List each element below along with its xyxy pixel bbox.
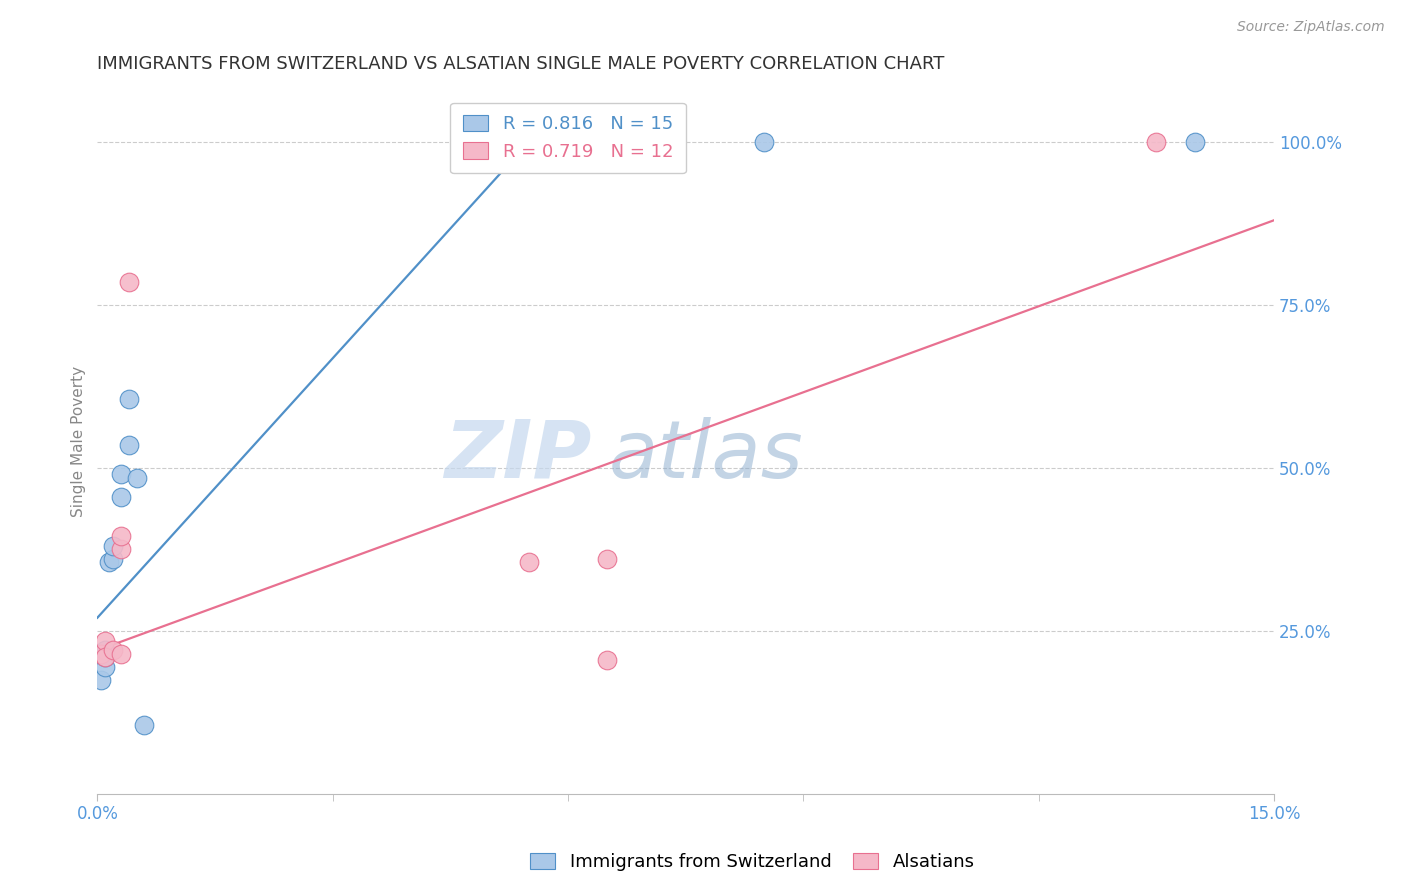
Point: [1144, 135, 1167, 149]
Point: [101, 643, 124, 657]
Point: [110, 647, 132, 661]
Point: [90, 673, 112, 687]
Y-axis label: Single Male Poverty: Single Male Poverty: [72, 367, 86, 517]
Point: [94, 643, 117, 657]
Point: [110, 529, 132, 543]
Point: [94, 659, 117, 673]
Point: [98, 555, 121, 569]
Point: [596, 552, 619, 566]
Legend: R = 0.816   N = 15, R = 0.719   N = 12: R = 0.816 N = 15, R = 0.719 N = 12: [450, 103, 686, 173]
Text: ZIP: ZIP: [444, 417, 592, 495]
Point: [134, 718, 156, 732]
Point: [90, 647, 112, 661]
Point: [752, 135, 775, 149]
Point: [118, 438, 141, 452]
Text: IMMIGRANTS FROM SWITZERLAND VS ALSATIAN SINGLE MALE POVERTY CORRELATION CHART: IMMIGRANTS FROM SWITZERLAND VS ALSATIAN …: [97, 55, 945, 73]
Point: [101, 552, 124, 566]
Text: atlas: atlas: [609, 417, 804, 495]
Point: [517, 555, 540, 569]
Point: [110, 542, 132, 557]
Point: [110, 490, 132, 504]
Point: [118, 275, 141, 289]
Point: [125, 470, 148, 484]
Point: [1184, 135, 1206, 149]
Point: [94, 649, 117, 664]
Point: [110, 467, 132, 482]
Point: [94, 649, 117, 664]
Point: [101, 539, 124, 553]
Point: [118, 392, 141, 407]
Text: Source: ZipAtlas.com: Source: ZipAtlas.com: [1237, 20, 1385, 34]
Legend: Immigrants from Switzerland, Alsatians: Immigrants from Switzerland, Alsatians: [523, 846, 981, 879]
Point: [94, 633, 117, 648]
Point: [596, 653, 619, 667]
